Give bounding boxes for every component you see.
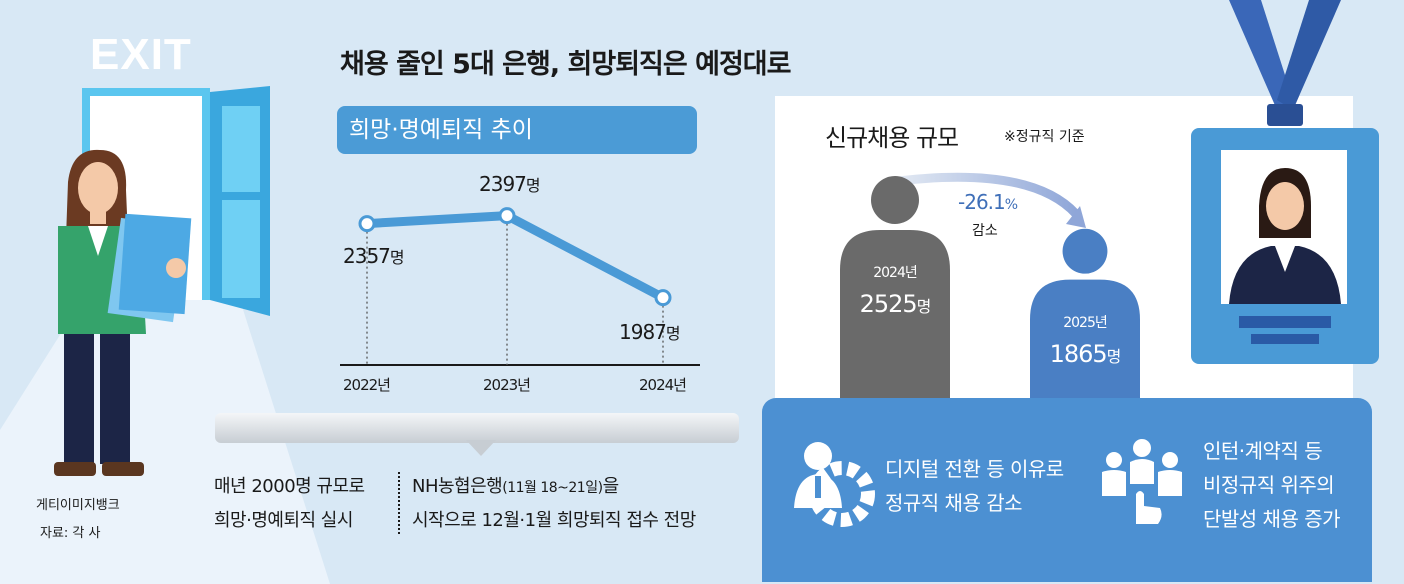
- bar-value-label: 1865명: [1025, 340, 1145, 368]
- bar-value: 2525: [859, 290, 918, 318]
- summary-divider: [398, 472, 400, 534]
- bar-value-label: 2525명: [835, 290, 955, 318]
- x-tick-label: 2024년: [639, 376, 687, 394]
- bar-value: 1865: [1049, 339, 1108, 368]
- data-label-unit: 명: [525, 175, 541, 195]
- reason-2-line2: 비정규직 위주의: [1203, 473, 1335, 497]
- data-point: [358, 215, 376, 233]
- data-label-unit: 명: [389, 247, 405, 267]
- reasons-panel: [762, 398, 1372, 582]
- summary-right-line2: 시작으로 12월·1월 희망퇴직 접수 전망: [412, 510, 696, 531]
- change-label: 감소: [972, 223, 998, 239]
- reason-1-line1: 디지털 전환 등 이유로: [885, 457, 1064, 481]
- divider-shelf: [215, 413, 739, 443]
- reason-1-line2: 정규직 채용 감소: [885, 491, 1023, 515]
- reason-2-line3: 단발성 채용 증가: [1203, 507, 1341, 531]
- data-label-value: 2397: [479, 171, 527, 196]
- exit-illustration: [0, 86, 330, 584]
- x-tick-label: 2023년: [483, 376, 531, 394]
- summary-bank-name: NH농협은행: [412, 476, 503, 497]
- bar-value-unit: 명: [916, 297, 932, 316]
- pointer-triangle: [466, 440, 496, 456]
- line-chart-subtitle: 희망·명예퇴직 추이: [337, 106, 697, 154]
- gear-person-icon: [794, 442, 875, 527]
- data-label: 1987명: [619, 319, 681, 344]
- bar-chart-title: 신규채용 규모: [825, 124, 959, 152]
- woman-figure-icon: [54, 149, 192, 476]
- summary-dates: (11월 18~21일): [502, 480, 603, 496]
- x-tick-label: 2022년: [343, 376, 391, 394]
- bar: [1030, 279, 1140, 420]
- headline: 채용 줄인 5대 은행, 희망퇴직은 예정대로: [340, 49, 791, 80]
- reason-2: 인턴·계약직 등 비정규직 위주의 단발성 채용 증가: [1203, 434, 1341, 536]
- data-label: 2357명: [343, 243, 405, 268]
- series-line: [362, 211, 668, 303]
- data-point: [654, 289, 672, 307]
- data-source: 자료: 각 사: [40, 526, 101, 541]
- data-label-value: 2357: [343, 243, 391, 268]
- change-value: -26.1%: [958, 190, 1018, 214]
- summary-text: 매년 2000명 규모로 희망·명예퇴직 실시 NH농협은행(11월 18~21…: [214, 470, 754, 540]
- bar-year-label: 2025년: [1063, 314, 1108, 331]
- data-label-value: 1987: [619, 319, 667, 344]
- bar-value-unit: 명: [1106, 346, 1122, 366]
- image-credit: 게티이미지뱅크: [36, 498, 120, 513]
- group-people-icon: [1102, 439, 1182, 524]
- reason-1: 디지털 전환 등 이유로 정규직 채용 감소: [885, 452, 1064, 520]
- bar-chart-note: ※정규직 기준: [1004, 129, 1085, 145]
- data-label-unit: 명: [665, 323, 681, 343]
- retirement-line-chart: [340, 207, 700, 366]
- data-point: [498, 207, 516, 225]
- bar: [840, 230, 950, 420]
- summary-left-line2: 희망·명예퇴직 실시: [214, 510, 353, 531]
- data-label: 2397명: [479, 171, 541, 196]
- bar-year-label: 2024년: [873, 265, 918, 281]
- summary-particle: 을: [602, 476, 620, 497]
- summary-left-line1: 매년 2000명 규모로: [214, 476, 365, 497]
- change-number: -26.1: [958, 190, 1006, 214]
- hiring-bar-chart: [840, 176, 1140, 420]
- summary-right-line1: NH농협은행(11월 18~21일)을: [412, 470, 619, 505]
- bar-head: [1062, 228, 1108, 274]
- reason-2-line1: 인턴·계약직 등: [1203, 439, 1323, 463]
- decrease-arrow-icon: [889, 172, 1086, 228]
- bar-head: [871, 176, 919, 224]
- change-unit: %: [1004, 197, 1018, 213]
- id-badge-icon: [1191, 0, 1379, 364]
- exit-sign: EXIT: [90, 30, 192, 79]
